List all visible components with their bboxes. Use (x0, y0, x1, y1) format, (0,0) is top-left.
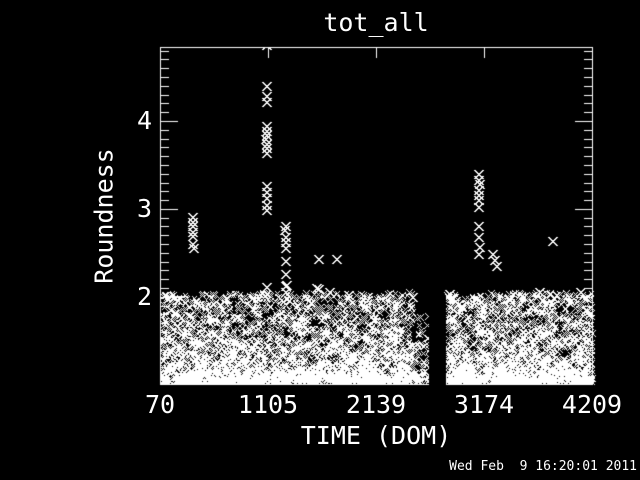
y-axis-tick-label: 2 (136, 282, 152, 311)
x-axis-tick-label: 2139 (345, 390, 407, 419)
y-axis-tick-label: 3 (136, 194, 152, 223)
y-axis-tick-label: 4 (136, 106, 152, 135)
x-axis-tick-label: 1105 (237, 390, 299, 419)
x-axis-tick-label: 4209 (561, 390, 623, 419)
chart-title: tot_all (323, 8, 429, 37)
render-timestamp: Wed Feb 9 16:20:01 2011 (449, 459, 637, 474)
x-axis-tick-label: 70 (144, 390, 176, 419)
x-axis-label: TIME (DOM) (300, 421, 452, 450)
x-axis-tick-label: 3174 (453, 390, 515, 419)
